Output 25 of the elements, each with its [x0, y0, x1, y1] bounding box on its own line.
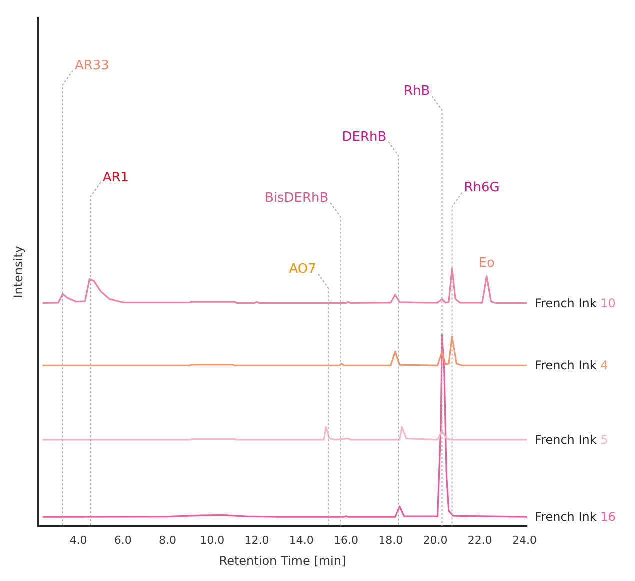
ref-line-label: AR1 [102, 170, 130, 186]
x-tick-label: 6.0 [114, 534, 132, 547]
ref-line-label: AO7 [289, 262, 316, 278]
series-label: French Ink 10 [535, 296, 616, 310]
ref-line-label: DERhB [342, 130, 387, 145]
x-tick-label: 22.0 [468, 534, 492, 547]
ref-line-label: RhB [404, 84, 430, 100]
series-label: French Ink 16 [535, 510, 616, 524]
x-tick-label: 12.0 [244, 534, 270, 547]
x-tick-label: 14.0 [289, 534, 314, 547]
x-tick-label: 18.0 [378, 534, 404, 547]
x-tick-label: 24.0 [512, 534, 538, 547]
x-axis-title: Retention Time [min] [219, 554, 346, 568]
x-tick-label: 20.0 [423, 534, 448, 547]
ref-line-label: AR33 [74, 58, 110, 74]
x-tick-label: 16.0 [334, 534, 359, 547]
ref-line-label: BisDERhB [264, 190, 329, 206]
y-axis-title: Intensity [11, 246, 26, 298]
x-tick-label: 10.0 [200, 534, 225, 547]
series-label: French Ink 4 [535, 358, 608, 373]
annotation: Eo [478, 256, 495, 272]
series-label: French Ink 5 [535, 433, 608, 448]
ref-line-label: Rh6G [464, 180, 500, 196]
x-tick-label: 8.0 [159, 534, 177, 547]
x-tick-label: 4.0 [70, 534, 88, 547]
